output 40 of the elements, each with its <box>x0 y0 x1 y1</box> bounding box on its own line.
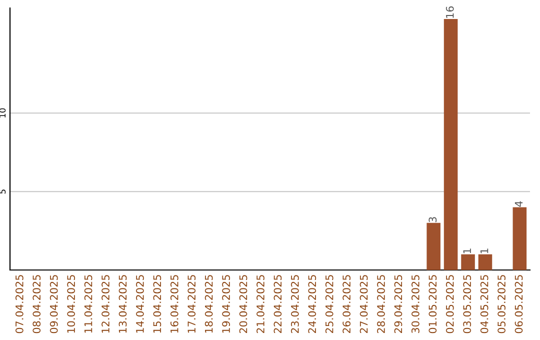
x-tick-label: 17.04.2025 <box>188 275 196 333</box>
data-label: 4 <box>514 201 523 207</box>
data-label: 16 <box>446 6 454 18</box>
x-tick-label: 22.04.2025 <box>274 275 282 334</box>
x-tick-label: 28.04.2025 <box>377 275 385 334</box>
x-tick-label: 14.04.2025 <box>136 275 144 333</box>
data-label: 1 <box>463 248 471 254</box>
bar <box>444 18 458 270</box>
x-tick-label: 12.04.2025 <box>102 275 110 333</box>
x-tick-label: 18.04.2025 <box>204 275 213 333</box>
x-tick-label: 21.04.2025 <box>256 275 264 334</box>
bar <box>512 207 527 270</box>
x-tick-label: 25.04.2025 <box>325 275 334 334</box>
x-tick-label: 27.04.2025 <box>360 275 368 334</box>
x-tick-label: 13.04.2025 <box>118 275 127 333</box>
bar <box>426 222 440 270</box>
x-tick-label: 20.04.2025 <box>239 275 248 334</box>
x-tick-label: 04.05.2025 <box>480 275 488 334</box>
x-tick-label: 06.05.2025 <box>514 275 523 334</box>
x-tick-label: 03.05.2025 <box>463 275 472 334</box>
x-tick-label: 07.04.2025 <box>15 275 24 334</box>
x-tick-label: 16.04.2025 <box>170 275 178 333</box>
x-tick-label: 29.04.2025 <box>394 275 402 334</box>
x-tick-label: 09.04.2025 <box>50 275 58 334</box>
x-tick-label: 11.04.2025 <box>84 275 92 333</box>
x-tick-label: 24.04.2025 <box>308 275 316 334</box>
data-label: 1 <box>480 248 488 254</box>
x-tick-label: 15.04.2025 <box>153 275 162 333</box>
x-tick-label: 10.04.2025 <box>67 275 76 333</box>
x-tick-label: 19.04.2025 <box>222 275 230 333</box>
x-tick-label: 05.05.2025 <box>498 275 506 334</box>
bar <box>478 254 492 270</box>
x-tick-label: 30.04.2025 <box>412 275 420 334</box>
x-tick-label: 26.04.2025 <box>342 275 351 334</box>
x-tick-label: 02.05.2025 <box>446 275 454 334</box>
data-label: 3 <box>428 217 437 222</box>
bar <box>461 254 475 270</box>
x-tick-label: 23.04.2025 <box>290 275 299 334</box>
x-tick-label: 01.05.2025 <box>428 275 437 334</box>
x-tick-label: 08.04.2025 <box>32 275 41 334</box>
